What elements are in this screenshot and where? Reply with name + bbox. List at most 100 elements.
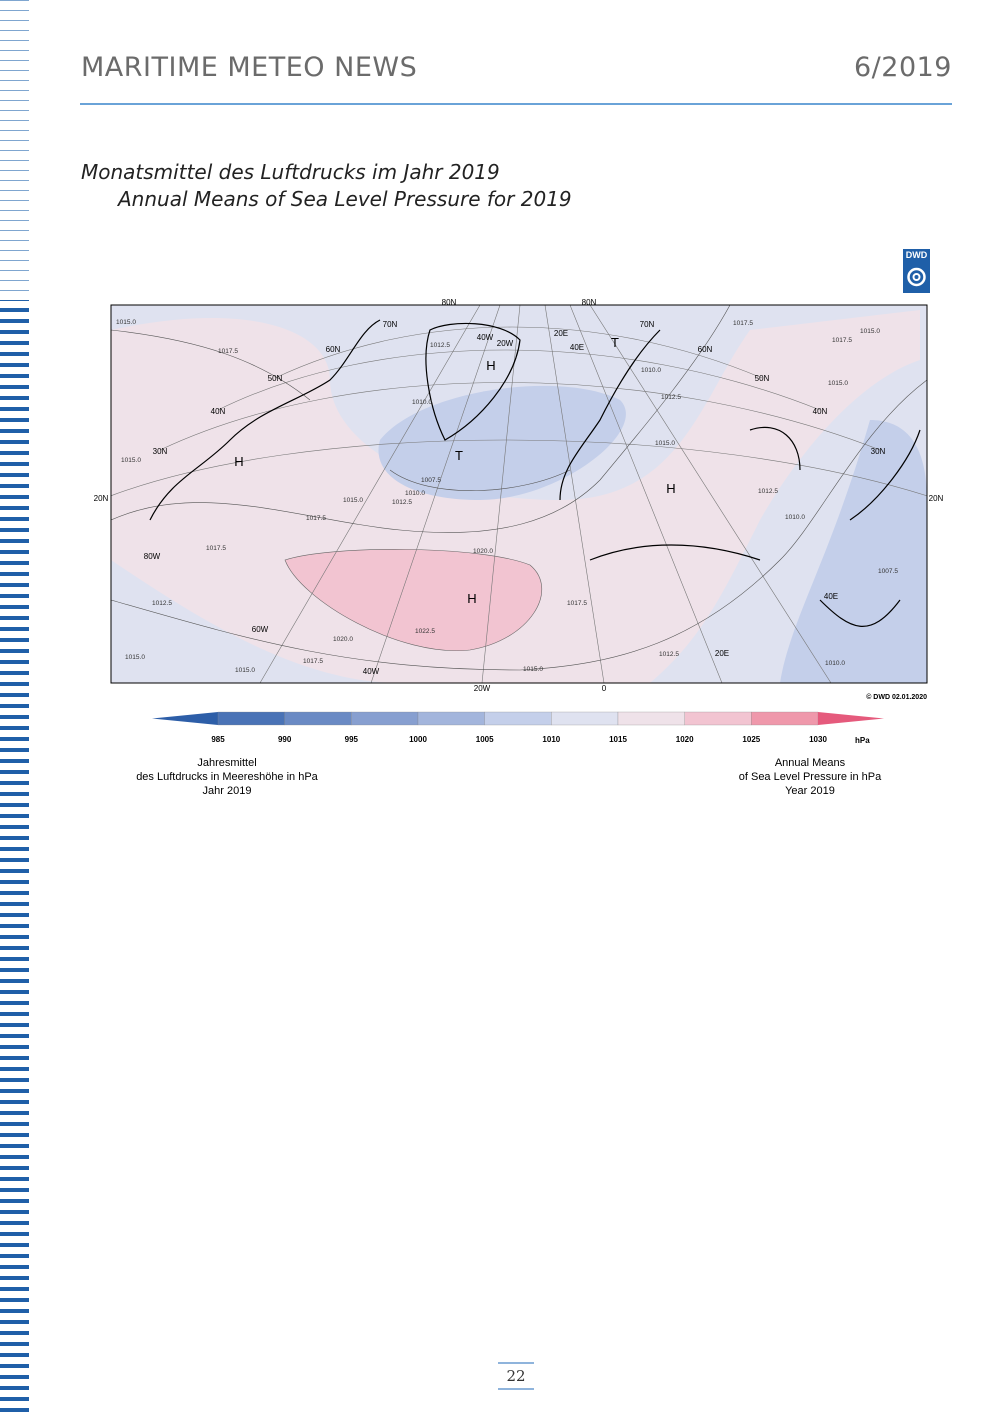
map-label: 80N (582, 298, 597, 307)
colorbar-tick: 995 (345, 735, 359, 744)
map (111, 305, 927, 683)
contour-label: 1012.5 (659, 651, 679, 658)
contour-label: 1010.0 (641, 367, 661, 374)
contour-label: 1012.5 (430, 342, 450, 349)
contour-label: 1017.5 (832, 337, 852, 344)
map-label: 0 (602, 684, 607, 693)
colorbar-tick: 1000 (409, 735, 427, 744)
caption-line: Jahr 2019 (202, 785, 252, 797)
header-title: MARITIME METEO NEWS (81, 52, 418, 83)
contour-label: 1015.0 (235, 667, 255, 674)
colorbar-segment (217, 711, 285, 726)
colorbar-segment (751, 711, 819, 726)
logo-text: DWD (906, 250, 928, 260)
map-label: 20E (715, 649, 729, 658)
pressure-system: T (611, 335, 619, 350)
map-label: 80W (144, 552, 161, 561)
map-label: 80N (442, 298, 457, 307)
pressure-system: H (467, 591, 476, 606)
colorbar-segment (417, 711, 485, 726)
caption-line: Year 2019 (785, 785, 835, 797)
page-number: 22 (498, 1362, 534, 1390)
contour-label: 1015.0 (828, 380, 848, 387)
contour-label: 1022.5 (415, 628, 435, 635)
contour-label: 1015.0 (116, 319, 136, 326)
colorbar-tick: 1030 (809, 735, 827, 744)
logo-icon (912, 273, 921, 281)
header-issue: 6/2019 (854, 52, 952, 83)
region-low-east (780, 420, 927, 683)
region-1010 (111, 560, 400, 683)
pressure-system: H (234, 454, 243, 469)
map-label: 20W (474, 684, 491, 693)
copyright: © DWD 02.01.2020 (866, 693, 927, 701)
contour-label: 1015.0 (860, 328, 880, 335)
contour-label: 1015.0 (121, 457, 141, 464)
colorbar-segment (284, 711, 352, 726)
contour-label: 1017.5 (218, 348, 238, 355)
caption-line: Jahresmittel (197, 757, 257, 769)
figure: DWD (94, 249, 944, 745)
colorbar-unit: hPa (855, 736, 870, 745)
colorbar-tick: 1015 (609, 735, 627, 744)
caption-left: Jahresmittel des Luftdrucks in Meereshöh… (107, 756, 347, 798)
contour-label: 1010.0 (785, 514, 805, 521)
contour-label: 1012.5 (661, 394, 681, 401)
title-english: Annual Means of Sea Level Pressure for 2… (118, 187, 572, 211)
caption-line: of Sea Level Pressure in hPa (738, 771, 882, 783)
colorbar-tick: 1005 (476, 735, 494, 744)
colorbar-tick: 1025 (742, 735, 760, 744)
map-label: 60W (252, 625, 269, 634)
map-label: 40W (477, 333, 494, 342)
contour-label: 1017.5 (306, 515, 326, 522)
contour-label: 1012.5 (152, 600, 172, 607)
colorbar-tick: 1020 (676, 735, 694, 744)
header-rule (80, 103, 952, 105)
contour-label: 1007.5 (421, 477, 441, 484)
contour-label: 1015.0 (523, 666, 543, 673)
colorbar-arrow (818, 712, 884, 725)
contour-label: 1012.5 (392, 499, 412, 506)
map-label: 20N (929, 494, 944, 503)
map-label: 40E (570, 343, 584, 352)
contour-label: 1012.5 (758, 488, 778, 495)
pressure-system: H (486, 358, 495, 373)
caption-right: Annual Means of Sea Level Pressure in hP… (690, 756, 930, 798)
map-label: 30N (871, 447, 886, 456)
map-label: 50N (755, 374, 770, 383)
map-label: 20E (554, 329, 568, 338)
map-label: 40W (363, 667, 380, 676)
contour-label: 1010.0 (405, 490, 425, 497)
region-high (284, 549, 542, 652)
side-stripe-top (0, 0, 29, 300)
map-label: 40N (211, 407, 226, 416)
colorbar-tick: 1010 (542, 735, 560, 744)
title-german: Monatsmittel des Luftdrucks im Jahr 2019 (81, 160, 500, 184)
map-label: 60N (698, 345, 713, 354)
logo-icon (907, 267, 926, 287)
colorbar-tick: 985 (211, 735, 225, 744)
contour-label: 1007.5 (878, 568, 898, 575)
colorbar: 985 990 995 1000 1005 1010 1015 1020 1025 1030 hPa (152, 711, 884, 745)
contour-label: 1015.0 (125, 654, 145, 661)
graticule (111, 305, 927, 683)
colorbar-segment (351, 711, 419, 726)
map-label: 40E (824, 592, 838, 601)
map-label: 20W (497, 339, 514, 348)
pressure-system: T (455, 448, 463, 463)
caption-line: Annual Means (774, 757, 846, 769)
pressure-system: H (666, 481, 675, 496)
region-low (378, 385, 626, 500)
map-label: 20N (94, 494, 109, 503)
contour-label: 1017.5 (567, 600, 587, 607)
map-frame (110, 304, 928, 684)
contour-label: 1010.0 (825, 660, 845, 667)
colorbar-segment (551, 711, 619, 726)
colorbar-segment (617, 711, 685, 726)
contour-label: 1017.5 (733, 320, 753, 327)
contour-label: 1020.0 (333, 636, 353, 643)
isobars (111, 305, 927, 671)
contour-label: 1015.0 (343, 497, 363, 504)
map-label: 40N (813, 407, 828, 416)
